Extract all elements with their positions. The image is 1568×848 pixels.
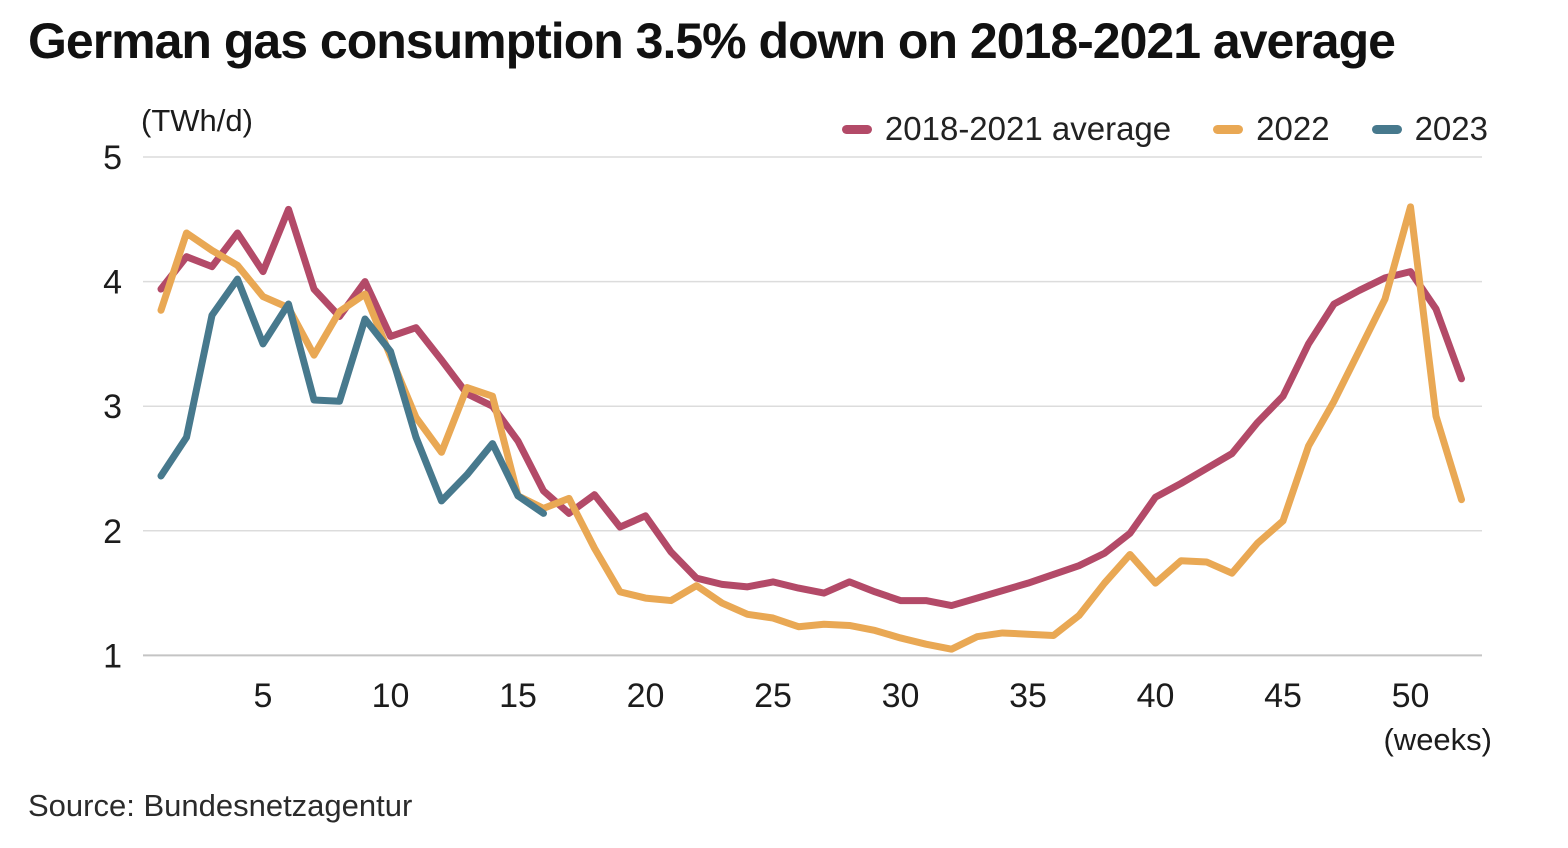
x-tick-label-10: 10	[372, 677, 410, 715]
x-tick-label-40: 40	[1137, 677, 1175, 715]
x-tick-label-35: 35	[1009, 677, 1047, 715]
x-tick-label-15: 15	[499, 677, 537, 715]
x-tick-label-45: 45	[1264, 677, 1302, 715]
legend: 2018-2021 average 2022 2023	[841, 110, 1488, 148]
y-axis-unit-label: (TWh/d)	[141, 103, 253, 138]
x-axis-unit-label: (weeks)	[1383, 722, 1492, 757]
y-tick-label-2: 2	[103, 513, 122, 551]
legend-label-2023: 2023	[1414, 110, 1488, 147]
x-tick-label-20: 20	[627, 677, 665, 715]
y-tick-label-4: 4	[103, 264, 122, 302]
x-tick-label-50: 50	[1392, 677, 1430, 715]
series-line-2022	[157, 203, 1465, 653]
chart-title: German gas consumption 3.5% down on 2018…	[28, 13, 1396, 69]
legend-swatch-2022-icon	[1213, 124, 1244, 134]
legend-item-2023: 2023	[1371, 110, 1488, 148]
legend-swatch-2023-icon	[1371, 124, 1402, 134]
legend-swatch-avg-icon	[841, 124, 872, 134]
x-tick-label-30: 30	[882, 677, 920, 715]
x-tick-label-5: 5	[254, 677, 273, 715]
y-tick-label-1: 1	[103, 637, 122, 675]
series-line-2018-2021-average	[157, 205, 1465, 610]
legend-label-2022: 2022	[1256, 110, 1330, 147]
legend-item-2022: 2022	[1213, 110, 1330, 148]
y-tick-label-5: 5	[103, 139, 122, 177]
x-tick-label-25: 25	[754, 677, 792, 715]
legend-item-avg: 2018-2021 average	[841, 110, 1172, 148]
y-tick-label-3: 3	[103, 388, 122, 426]
series-line-2023	[157, 275, 547, 517]
legend-label-avg: 2018-2021 average	[884, 110, 1172, 147]
source-note: Source: Bundesnetzagentur	[28, 788, 413, 823]
